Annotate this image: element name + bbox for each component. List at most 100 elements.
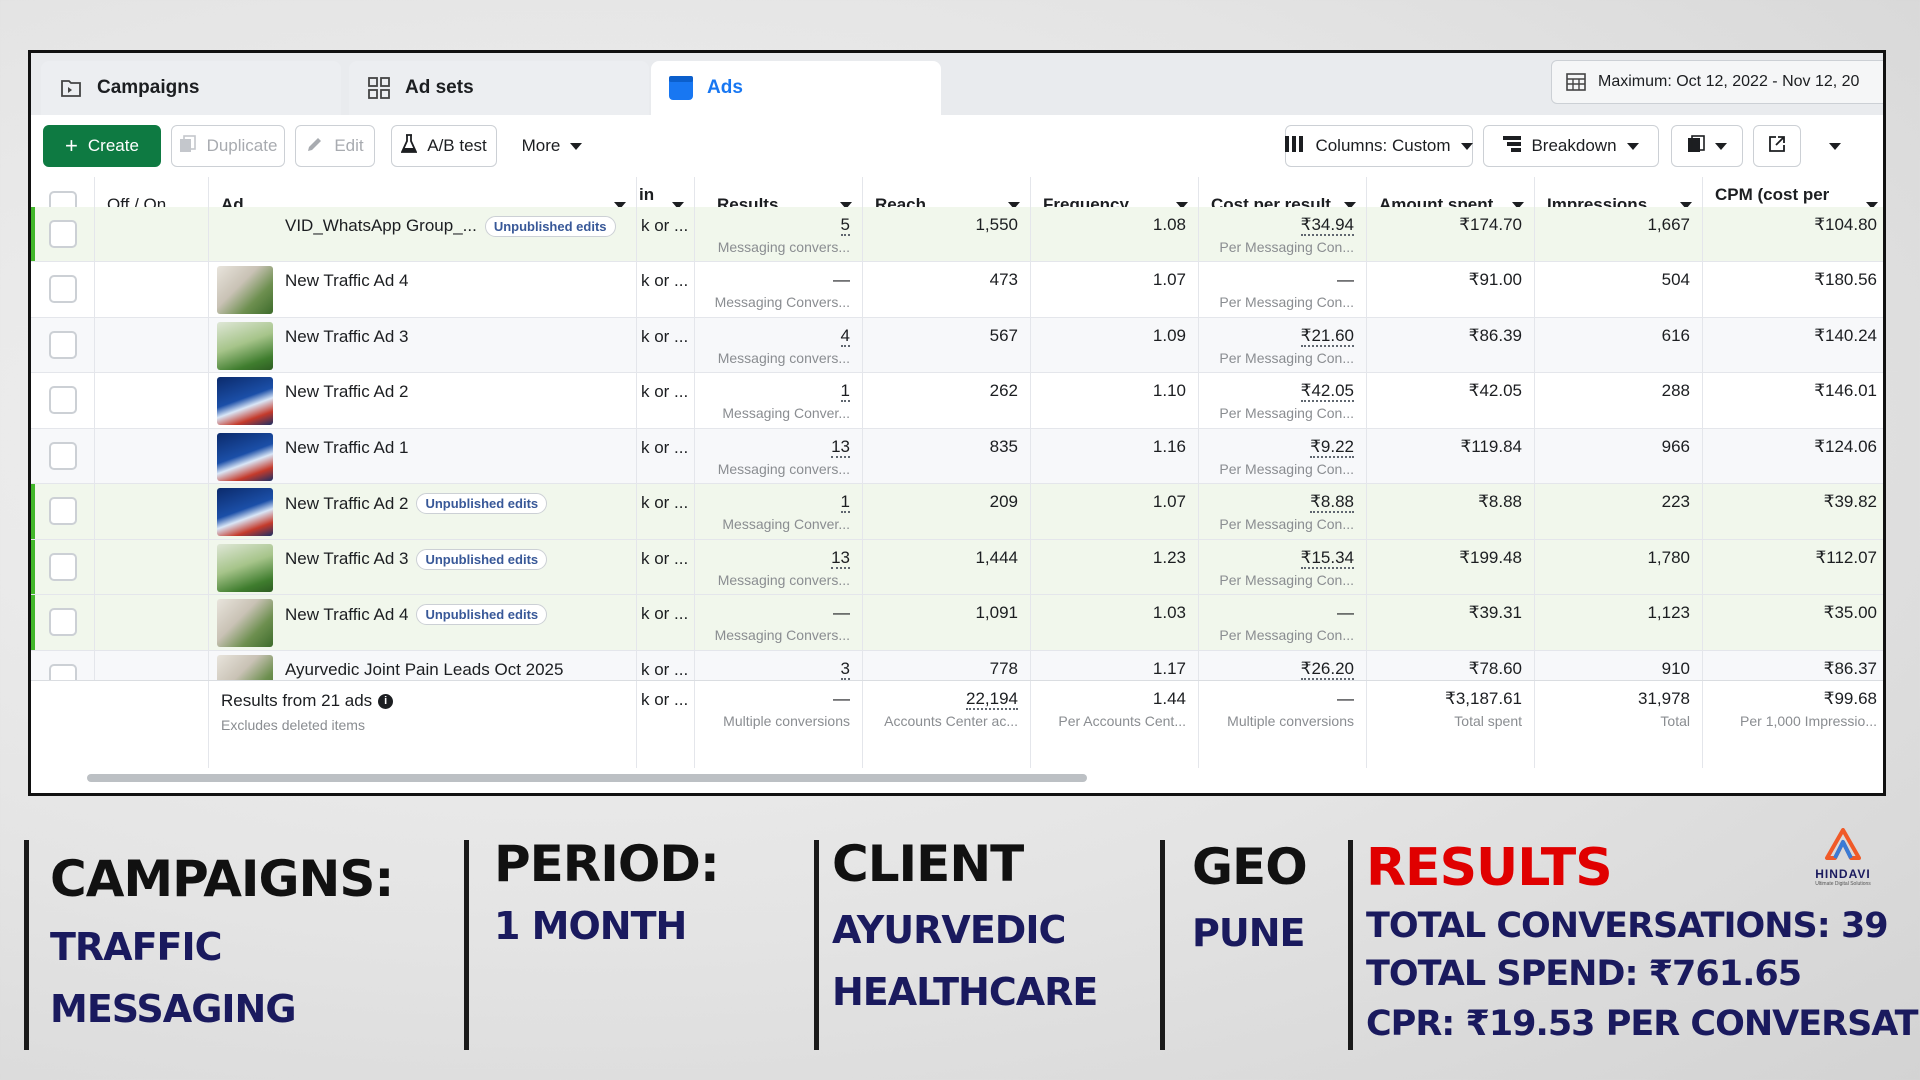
ad-name-cell[interactable]: New Traffic Ad 3 Unpublished edits: [209, 539, 637, 594]
results-value[interactable]: 5: [840, 214, 850, 236]
results-value[interactable]: 1: [840, 381, 850, 402]
table-row[interactable]: New Traffic Ad 4 k or ... — Messaging Conve…: [31, 262, 1883, 318]
table-row[interactable]: New Traffic Ad 1 k or ... 13 Messaging conv…: [31, 428, 1883, 484]
ad-name-cell[interactable]: VID_WhatsApp Group_... Unpublished edits: [209, 206, 637, 261]
logo-mark-icon: [1825, 828, 1861, 860]
ad-name[interactable]: New Traffic Ad 4: [285, 271, 409, 290]
results-value[interactable]: 1: [840, 492, 850, 513]
ad-name-cell[interactable]: New Traffic Ad 3: [209, 317, 637, 372]
frequency-value: 1.16: [1152, 436, 1186, 456]
row-toggle-cell: [95, 262, 209, 317]
row-checkbox[interactable]: [49, 497, 77, 525]
edit-button[interactable]: Edit: [295, 125, 375, 167]
column-delivery[interactable]: in: [637, 177, 695, 233]
cpm-value: ₹140.24: [1814, 325, 1877, 345]
date-range-picker[interactable]: Maximum: Oct 12, 2022 - Nov 12, 20: [1551, 60, 1883, 104]
pencil-icon: [306, 135, 324, 158]
campaign-summary: CAMPAIGNS: TRAFFIC MESSAGING PERIOD: 1 M…: [0, 830, 1920, 1080]
ad-name[interactable]: New Traffic Ad 1: [285, 437, 409, 457]
ad-name-cell[interactable]: New Traffic Ad 2: [209, 373, 637, 428]
cpr-value[interactable]: ₹26.20: [1300, 658, 1354, 680]
cpr-value[interactable]: ₹42.05: [1300, 381, 1354, 402]
impressions-cell: 1,667: [1535, 206, 1703, 261]
cpr-value[interactable]: ₹9.22: [1310, 436, 1354, 458]
row-checkbox[interactable]: [49, 386, 77, 414]
table-row[interactable]: New Traffic Ad 2 Unpublished edits k or ..…: [31, 484, 1883, 540]
results-cell: 5 Messaging convers...: [695, 206, 863, 261]
ad-name-cell[interactable]: New Traffic Ad 4 Unpublished edits: [209, 595, 637, 650]
results-cell: 13 Messaging convers...: [695, 428, 863, 483]
results-sub: Messaging convers...: [717, 349, 850, 366]
impressions-cell: 910: [1535, 650, 1703, 705]
ad-name[interactable]: New Traffic Ad 3: [285, 549, 409, 568]
table-row[interactable]: New Traffic Ad 4 Unpublished edits k or ..…: [31, 595, 1883, 651]
ad-name-cell[interactable]: New Traffic Ad 4: [209, 262, 637, 317]
spent-cell: ₹91.00: [1367, 262, 1535, 317]
results-cell: 1 Messaging Conver...: [695, 484, 863, 539]
delivery-cell: k or ...: [637, 317, 695, 372]
columns-button[interactable]: Columns: Custom: [1285, 125, 1473, 167]
results-value[interactable]: 3: [840, 658, 850, 680]
column-label: in: [639, 185, 655, 204]
unpublished-edits-badge: Unpublished edits: [416, 493, 548, 514]
row-checkbox[interactable]: [49, 552, 77, 581]
ads-manager-window: Campaigns Ad sets Ads Maximum: Oct 12, 2…: [28, 50, 1886, 796]
tab-ads[interactable]: Ads: [651, 61, 941, 115]
totals-sublabel: Excludes deleted items: [221, 717, 365, 733]
row-toggle-cell: [95, 595, 209, 650]
table-row[interactable]: New Traffic Ad 3 Unpublished edits k or ..…: [31, 539, 1883, 595]
ad-name-cell[interactable]: New Traffic Ad 1: [209, 428, 637, 483]
cpr-value[interactable]: ₹21.60: [1300, 325, 1354, 347]
cpm-value: ₹104.80: [1814, 214, 1877, 234]
cpr-cell: ₹34.94 Per Messaging Con...: [1199, 206, 1367, 261]
tab-campaigns[interactable]: Campaigns: [41, 61, 341, 115]
impressions-value: 910: [1661, 658, 1690, 678]
row-checkbox[interactable]: [49, 330, 77, 359]
spent-value: ₹91.00: [1468, 270, 1522, 289]
cpr-value[interactable]: ₹8.88: [1310, 492, 1354, 513]
ad-name-cell[interactable]: New Traffic Ad 2 Unpublished edits: [209, 484, 637, 539]
ab-test-button[interactable]: A/B test: [391, 125, 497, 167]
tab-ad-sets[interactable]: Ad sets: [349, 61, 649, 115]
row-toggle-cell: [95, 373, 209, 428]
impressions-cell: 616: [1535, 317, 1703, 372]
row-checkbox[interactable]: [49, 608, 77, 636]
totals-impressions-sub: Total: [1660, 713, 1690, 729]
info-icon[interactable]: i: [378, 693, 394, 709]
table-row[interactable]: New Traffic Ad 2 k or ... 1 Messaging Conve…: [31, 373, 1883, 429]
spent-value: ₹39.31: [1468, 603, 1522, 622]
totals-row: Results from 21 ads i Excludes deleted i…: [31, 680, 1883, 768]
row-checkbox[interactable]: [49, 219, 77, 248]
horizontal-scrollbar[interactable]: [87, 774, 1087, 782]
reports-button[interactable]: [1671, 125, 1743, 167]
delivery-cell: k or ...: [637, 262, 695, 317]
results-value[interactable]: 13: [831, 436, 850, 458]
duplicate-button[interactable]: Duplicate: [171, 125, 285, 167]
ad-name[interactable]: New Traffic Ad 4: [285, 604, 409, 624]
results-value[interactable]: 13: [831, 547, 850, 569]
delivery-text: k or ...: [641, 215, 689, 235]
totals-reach: 22,194 Accounts Center ac...: [863, 681, 1031, 768]
more-options-button[interactable]: [1811, 125, 1859, 167]
row-checkbox[interactable]: [49, 441, 77, 470]
table-row[interactable]: New Traffic Ad 3 k or ... 4 Messaging conve…: [31, 317, 1883, 373]
create-button[interactable]: + Create: [43, 125, 161, 167]
ad-name[interactable]: New Traffic Ad 2: [285, 493, 409, 513]
table-row[interactable]: VID_WhatsApp Group_... Unpublished edits k…: [31, 206, 1883, 262]
results-value[interactable]: 4: [840, 325, 850, 347]
ad-name[interactable]: New Traffic Ad 2: [285, 382, 409, 401]
more-button[interactable]: More: [507, 125, 597, 167]
results-sub: Messaging convers...: [717, 238, 850, 255]
cpr-cell: — Per Messaging Con...: [1199, 262, 1367, 317]
cpr-sub: Per Messaging Con...: [1219, 294, 1354, 310]
ad-name[interactable]: Ayurvedic Joint Pain Leads Oct 2025: [285, 659, 564, 679]
cpr-sub: Per Messaging Con...: [1219, 516, 1354, 532]
cpr-value[interactable]: ₹15.34: [1300, 547, 1354, 569]
export-button[interactable]: [1753, 125, 1801, 167]
row-checkbox[interactable]: [49, 275, 77, 303]
ad-name[interactable]: New Traffic Ad 3: [285, 326, 409, 346]
ad-name[interactable]: VID_WhatsApp Group_...: [285, 216, 477, 235]
tab-bar: Campaigns Ad sets Ads Maximum: Oct 12, 2…: [31, 53, 1883, 115]
cpr-value[interactable]: ₹34.94: [1300, 214, 1354, 236]
breakdown-button[interactable]: Breakdown: [1483, 125, 1659, 167]
